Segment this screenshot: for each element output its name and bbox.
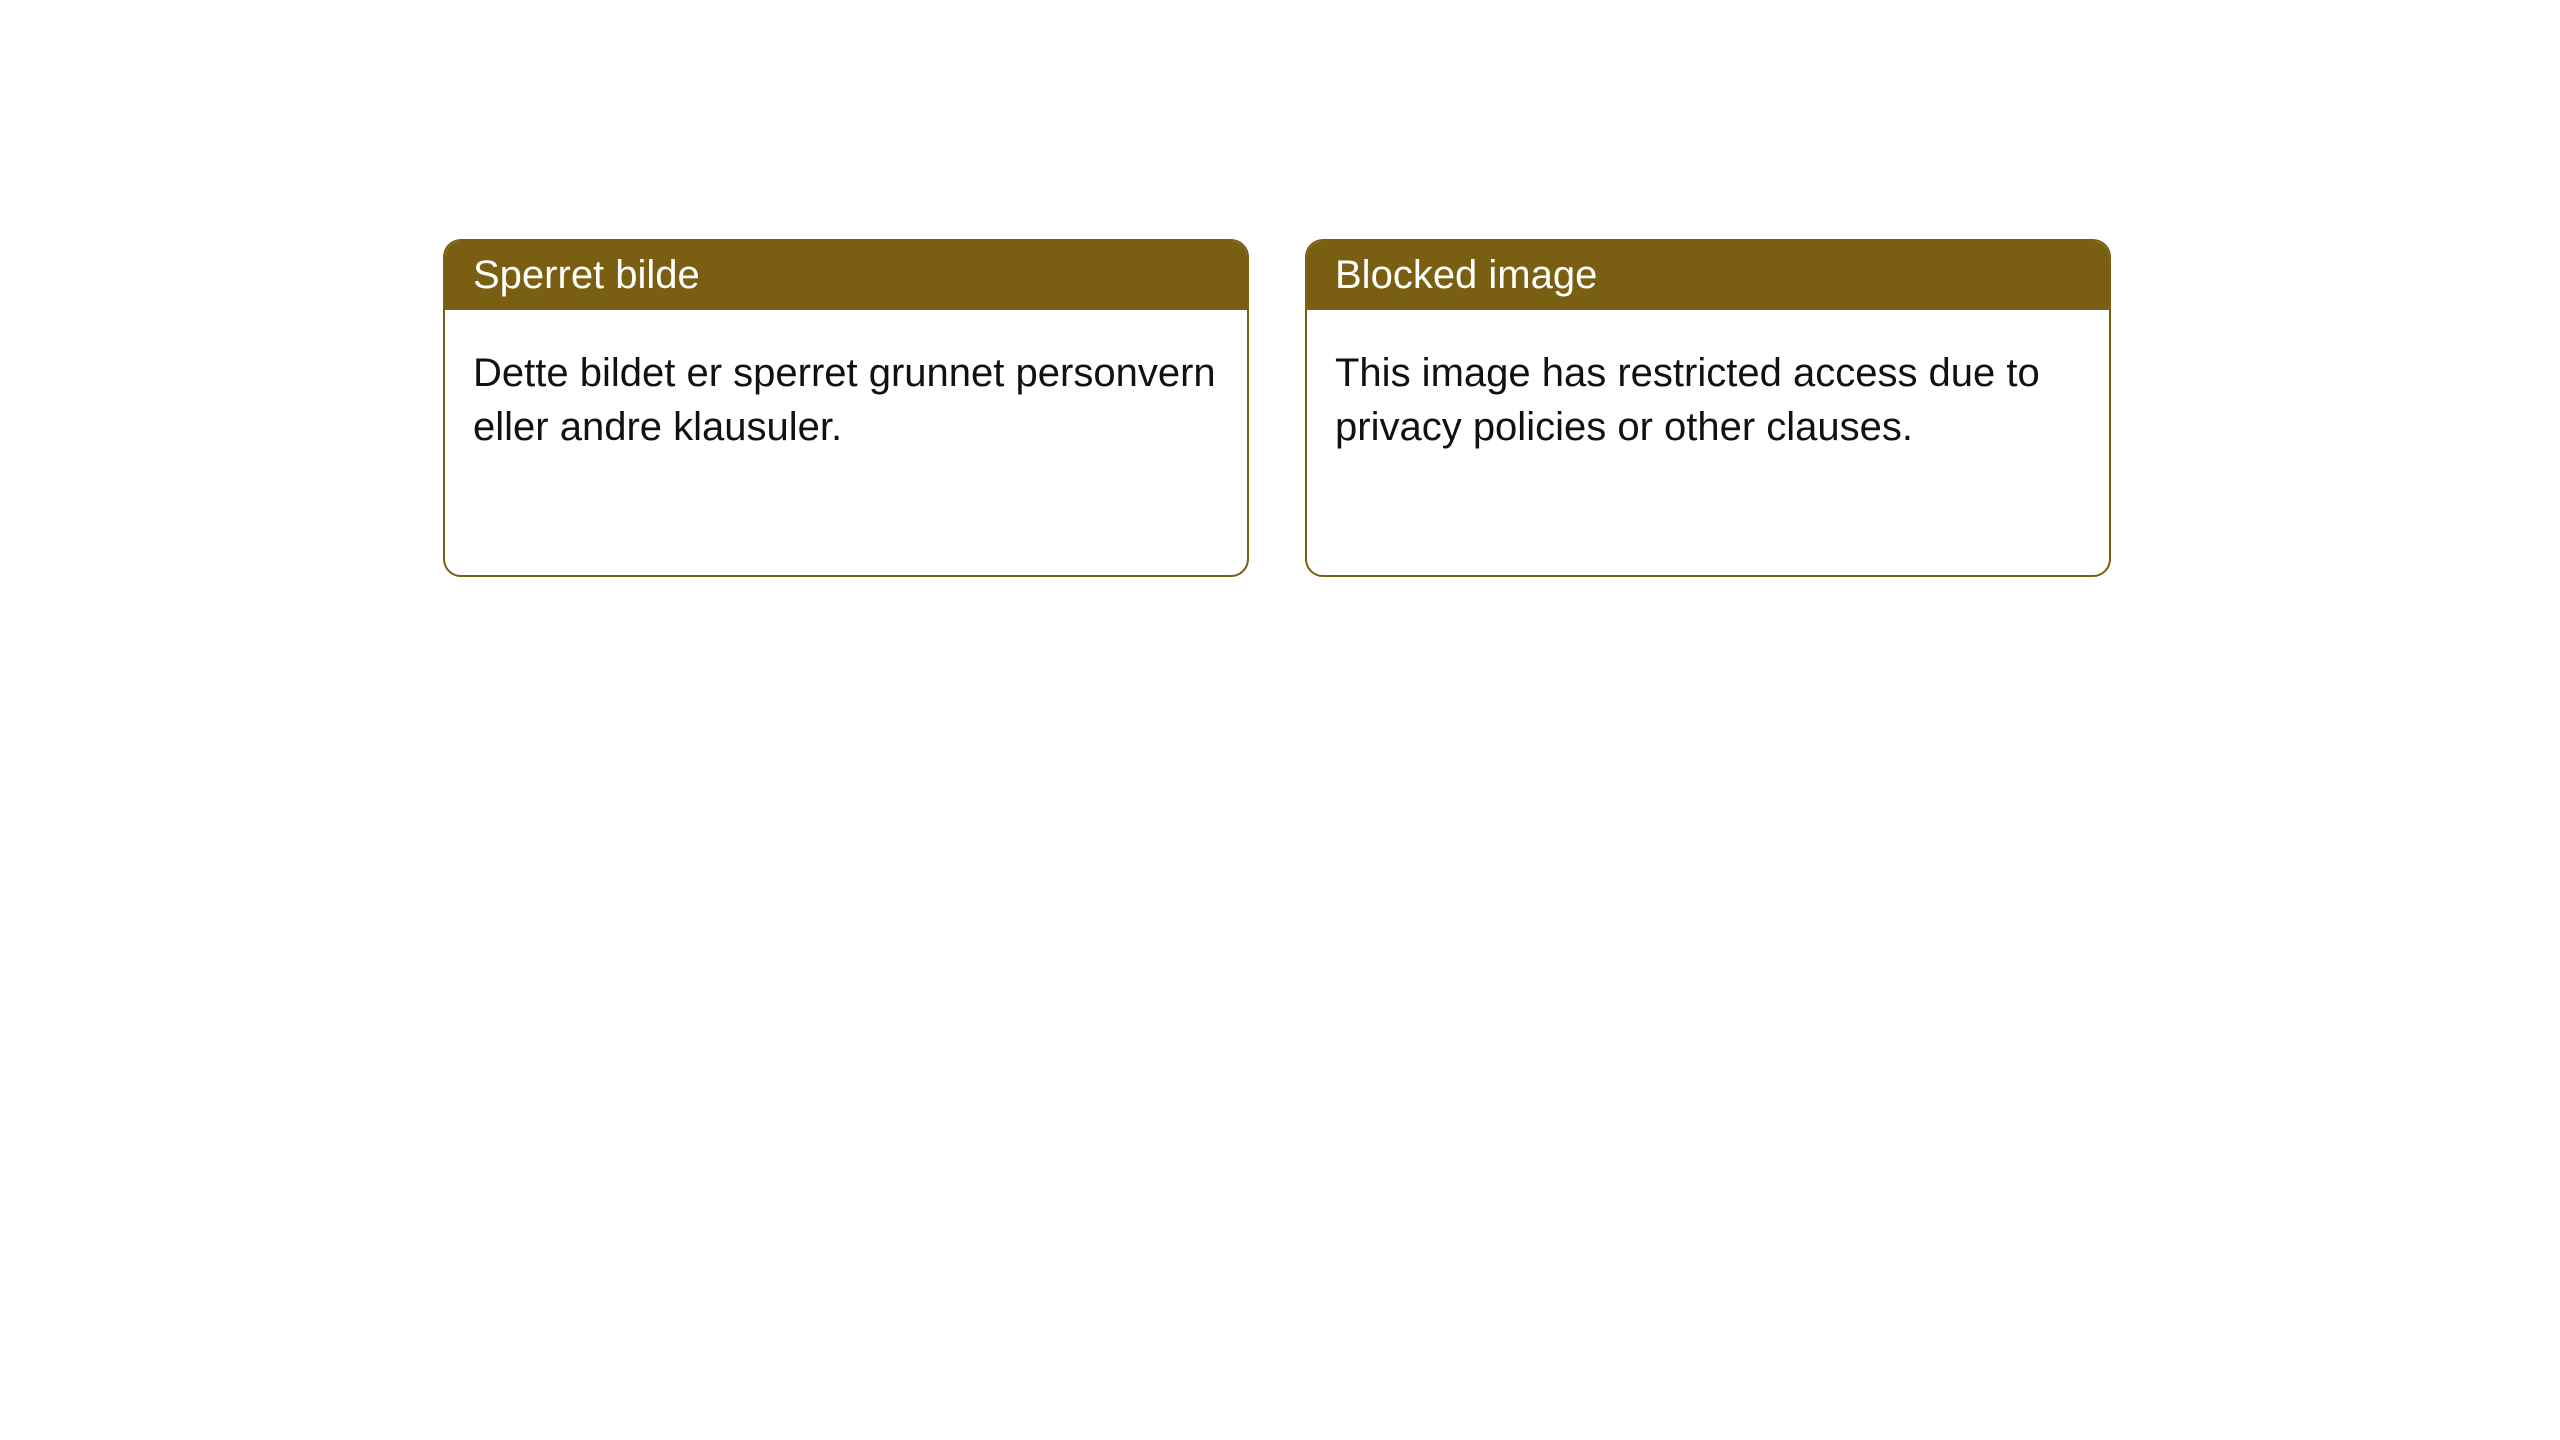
card-title: Sperret bilde [445,241,1247,310]
card-title: Blocked image [1307,241,2109,310]
blocked-image-cards: Sperret bilde Dette bildet er sperret gr… [443,239,2111,577]
blocked-image-card-no: Sperret bilde Dette bildet er sperret gr… [443,239,1249,577]
blocked-image-card-en: Blocked image This image has restricted … [1305,239,2111,577]
card-body: This image has restricted access due to … [1307,310,2109,490]
card-body: Dette bildet er sperret grunnet personve… [445,310,1247,490]
